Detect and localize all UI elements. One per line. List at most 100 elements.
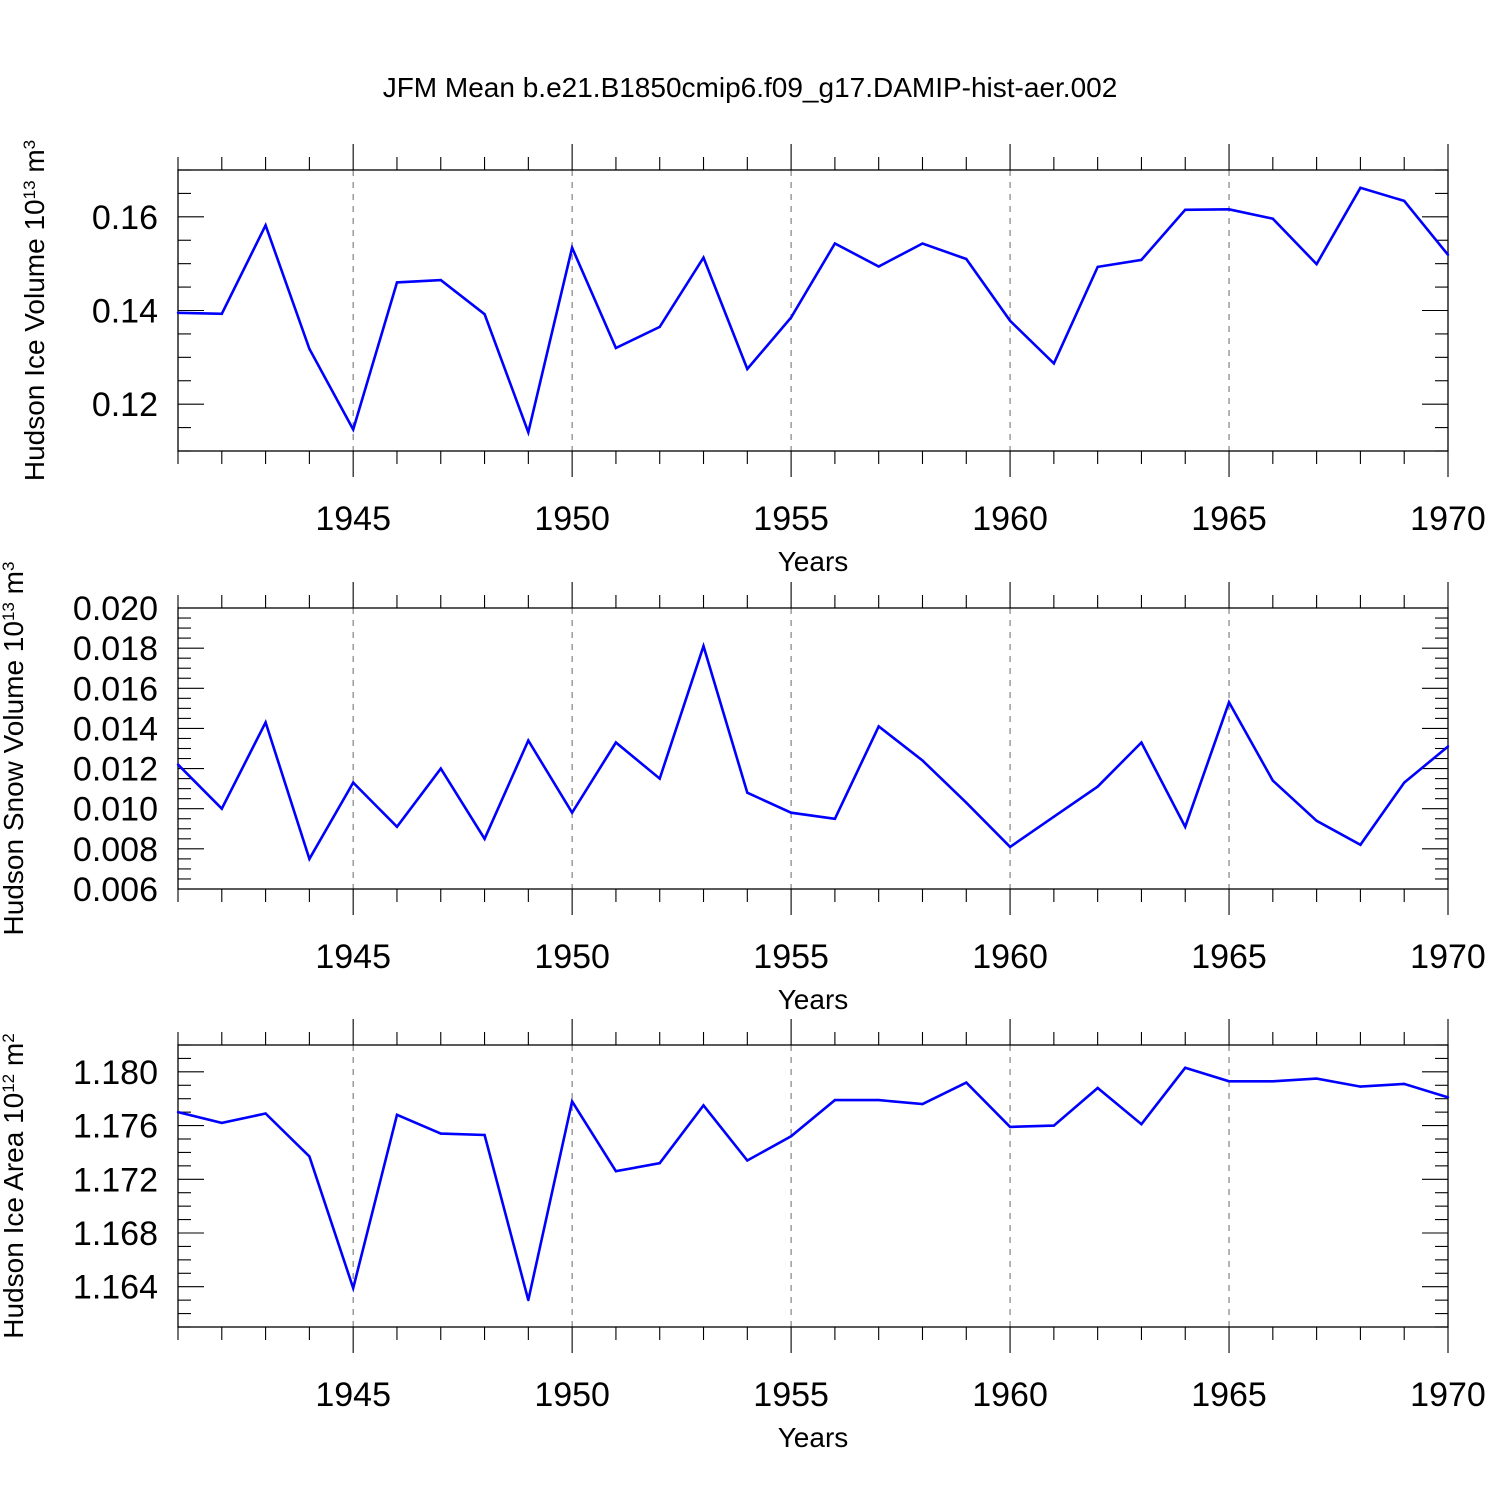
data-point: [1271, 779, 1275, 782]
y-tick-label: 0.016: [73, 670, 158, 708]
x-axis-label: Years: [778, 984, 849, 1015]
y-axis-label-superscript: 2: [0, 1033, 18, 1042]
data-point: [833, 1098, 837, 1102]
x-tick-label: 1945: [315, 1376, 391, 1414]
data-point: [921, 242, 924, 245]
y-axis-label-text: Hudson Snow Volume 10: [0, 621, 29, 935]
data-point: [789, 811, 793, 814]
data-point: [1403, 781, 1406, 784]
data-point: [1096, 1086, 1099, 1090]
data-point: [176, 311, 180, 315]
data-point: [439, 278, 442, 282]
panel-2: 0.0060.0080.0100.0120.0140.0160.0180.020…: [0, 562, 1486, 1015]
data-point: [570, 1100, 574, 1103]
data-point: [176, 1110, 180, 1114]
data-point: [789, 1135, 793, 1138]
data-point: [1008, 845, 1012, 849]
data-point: [1052, 1124, 1056, 1127]
data-point: [264, 1112, 267, 1115]
data-point: [1359, 1085, 1362, 1088]
data-point: [965, 801, 968, 804]
x-tick-label: 1950: [534, 500, 610, 538]
data-point: [658, 325, 661, 329]
y-tick-label: 1.180: [73, 1054, 158, 1092]
x-tick-label: 1955: [753, 938, 829, 976]
data-point: [658, 1161, 661, 1165]
plot-frame: [177, 1044, 1449, 1328]
data-point: [877, 1098, 880, 1102]
data-point: [1315, 819, 1318, 822]
data-point: [483, 313, 486, 316]
y-tick-label: 0.018: [73, 630, 158, 668]
y-axis-label: Hudson Ice Area 1012 m2: [0, 1033, 29, 1338]
data-point: [1008, 1125, 1012, 1129]
panel-3: 1.164 1.168 1.172 1.176 1.180 1945 1950 1955 196…: [0, 1019, 1486, 1453]
data-point: [395, 1113, 399, 1117]
y-tick-label: 1.168: [73, 1215, 158, 1253]
data-point: [351, 1286, 355, 1290]
data-point: [746, 1159, 749, 1162]
data-point: [1359, 186, 1362, 189]
data-point: [264, 721, 267, 724]
data-point: [439, 767, 442, 770]
data-point: [220, 1121, 223, 1125]
y-tick-label: 1.172: [73, 1161, 158, 1199]
data-point: [614, 741, 618, 744]
data-point: [1140, 1123, 1143, 1126]
y-tick-label: 0.012: [73, 751, 158, 789]
y-tick-label: 0.12: [92, 386, 158, 424]
data-point: [702, 644, 705, 648]
data-point: [1446, 1096, 1450, 1099]
x-tick-label: 1965: [1191, 1376, 1267, 1414]
data-point: [1052, 362, 1056, 365]
data-point: [395, 281, 399, 284]
data-point: [789, 316, 793, 319]
data-point: [395, 825, 399, 828]
data-point: [614, 1170, 618, 1173]
data-point: [308, 857, 311, 861]
data-point: [176, 763, 180, 766]
x-tick-label: 1950: [534, 1376, 610, 1414]
data-point: [965, 257, 968, 261]
data-point: [833, 817, 837, 820]
x-tick-label: 1955: [753, 500, 829, 538]
data-point: [1096, 785, 1099, 788]
x-tick-label: 1950: [534, 938, 610, 976]
data-point: [220, 312, 223, 315]
y-axis-label: Hudson Ice Volume 1013 m3: [19, 140, 50, 481]
data-point: [658, 777, 661, 780]
data-point: [702, 256, 705, 259]
data-point: [877, 725, 880, 728]
x-tick-label: 1960: [972, 500, 1048, 538]
data-point: [1096, 265, 1099, 269]
data-point: [351, 781, 355, 784]
y-axis-label-text: m: [0, 1043, 29, 1074]
data-point: [1271, 217, 1275, 220]
y-axis-label-superscript: 12: [0, 1074, 18, 1093]
y-axis-label-text: m: [19, 149, 50, 180]
data-point: [1140, 258, 1143, 262]
data-point: [1052, 815, 1056, 818]
x-tick-label: 1970: [1410, 1376, 1486, 1414]
data-point: [833, 242, 837, 245]
x-axis-label: Years: [778, 1422, 849, 1453]
panels: 0.12 0.14 0.16 1945 1950 1955 1960 1965 1970 Year…: [0, 140, 1486, 1453]
data-point: [527, 1298, 530, 1302]
y-tick-label: 0.006: [73, 871, 158, 909]
y-tick-label: 1.176: [73, 1108, 158, 1146]
y-tick-label: 0.008: [73, 831, 158, 869]
data-point: [1359, 843, 1362, 847]
x-tick-label: 1970: [1410, 500, 1486, 538]
data-point: [264, 224, 267, 227]
data-point: [1403, 199, 1406, 203]
data-point: [220, 807, 223, 810]
data-point: [1227, 208, 1231, 211]
y-tick-label: 0.14: [92, 293, 158, 331]
y-axis-label: Hudson Snow Volume 1013 m3: [0, 562, 29, 936]
data-point: [570, 811, 574, 814]
x-tick-label: 1965: [1191, 500, 1267, 538]
y-tick-label: 0.16: [92, 199, 158, 237]
data-point: [1184, 825, 1187, 828]
series-line: [177, 1066, 1449, 1301]
